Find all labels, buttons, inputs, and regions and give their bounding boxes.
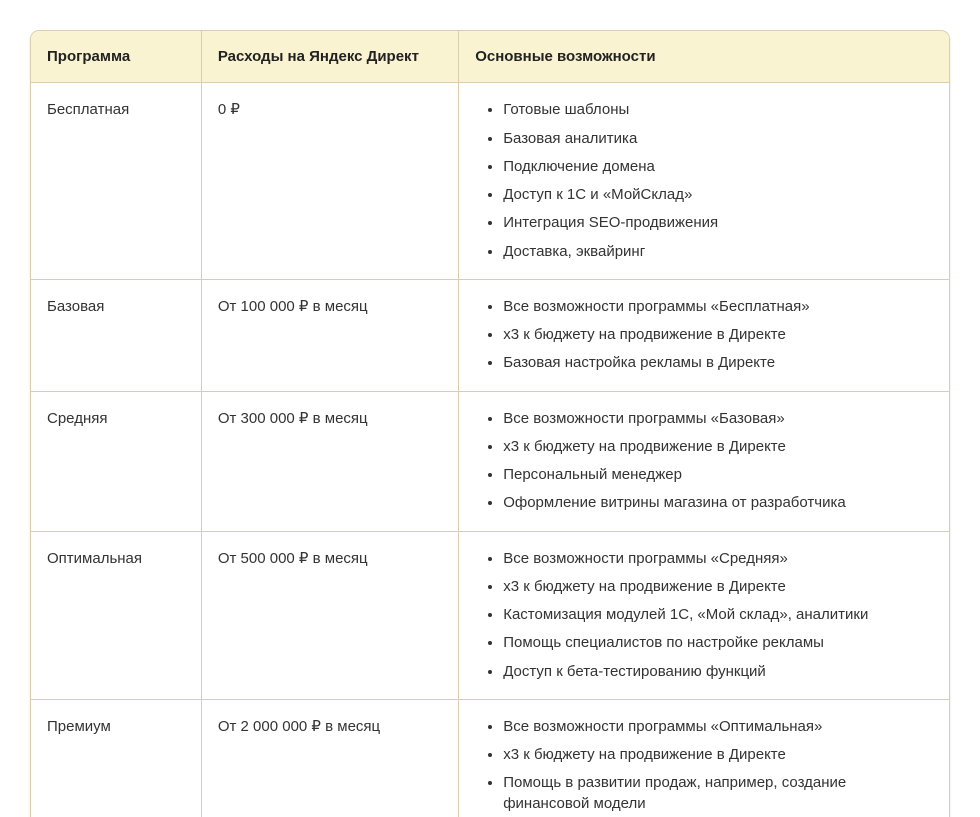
feature-item: Доставка, эквайринг bbox=[503, 242, 923, 262]
feature-item: х3 к бюджету на продвижение в Директе bbox=[503, 745, 923, 765]
header-cost: Расходы на Яндекс Директ bbox=[200, 31, 459, 84]
feature-item: Базовая аналитика bbox=[503, 129, 923, 149]
feature-item: Подключение домена bbox=[503, 157, 923, 177]
table-header: Программа Расходы на Яндекс Директ Основ… bbox=[31, 31, 949, 84]
header-features: Основные возможности bbox=[458, 31, 949, 84]
feature-item: Доступ к 1С и «МойСклад» bbox=[503, 185, 923, 205]
feature-item: х3 к бюджету на продвижение в Директе bbox=[503, 325, 923, 345]
program-cell: Оптимальная bbox=[31, 530, 201, 699]
cost-cell: От 100 000 ₽ в месяц bbox=[200, 278, 459, 391]
features-cell: Все возможности программы «Бесплатная» х3… bbox=[458, 278, 949, 391]
features-list: Все возможности программы «Средняя» х3 к … bbox=[475, 549, 933, 682]
feature-item: Персональный менеджер bbox=[503, 465, 923, 485]
cost-cell: От 2 000 000 ₽ в месяц bbox=[200, 698, 459, 817]
program-cell: Средняя bbox=[31, 390, 201, 531]
feature-item: Базовая настройка рекламы в Директе bbox=[503, 353, 923, 373]
features-list: Все возможности программы «Базовая» х3 к … bbox=[475, 409, 933, 514]
cost-cell: От 300 000 ₽ в месяц bbox=[200, 390, 459, 531]
program-cell: Базовая bbox=[31, 278, 201, 391]
feature-item: Кастомизация модулей 1С, «Мой склад», ан… bbox=[503, 605, 923, 625]
feature-item: Готовые шаблоны bbox=[503, 100, 923, 120]
features-list: Все возможности программы «Бесплатная» х3… bbox=[475, 297, 933, 374]
features-cell: Все возможности программы «Базовая» х3 к … bbox=[458, 390, 949, 531]
table-row: Премиум От 2 000 000 ₽ в месяц Все возмо… bbox=[31, 698, 949, 817]
feature-item: Помощь в развитии продаж, например, созд… bbox=[503, 773, 923, 814]
program-cell: Бесплатная bbox=[47, 101, 130, 119]
features-cell: Готовые шаблоны Базовая аналитика Подключе… bbox=[458, 83, 949, 279]
feature-item: Доступ к бета-тестированию функций bbox=[503, 662, 923, 682]
cost-cell: 0 ₽ bbox=[200, 83, 458, 279]
features-list: Готовые шаблоны Базовая аналитика Подключе… bbox=[475, 100, 933, 262]
cost-cell: От 500 000 ₽ в месяц bbox=[200, 530, 459, 699]
feature-item: х3 к бюджету на продвижение в Директе bbox=[503, 437, 923, 457]
feature-item: Все возможности программы «Бесплатная» bbox=[503, 297, 923, 317]
feature-item: Все возможности программы «Базовая» bbox=[503, 409, 923, 429]
features-cell: Все возможности программы «Средняя» х3 к … bbox=[458, 530, 949, 699]
table-row: Средняя От 300 000 ₽ в месяц Все возможн… bbox=[31, 390, 949, 531]
feature-item: Все возможности программы «Оптимальная» bbox=[503, 717, 923, 737]
features-list: Все возможности программы «Оптимальная» х… bbox=[475, 717, 933, 814]
feature-item: Оформление витрины магазина от разработч… bbox=[503, 493, 923, 513]
feature-item: Помощь специалистов по настройке рекламы bbox=[503, 633, 923, 653]
pricing-table: Программа Расходы на Яндекс Директ Основ… bbox=[30, 30, 950, 817]
features-cell: Все возможности программы «Оптимальная» х… bbox=[458, 698, 949, 817]
table-row: Базовая От 100 000 ₽ в месяц Все возможн… bbox=[31, 278, 949, 391]
feature-item: Интеграция SEO-продвижения bbox=[503, 213, 923, 233]
program-cell: Премиум bbox=[31, 698, 201, 817]
header-program: Программа bbox=[31, 31, 201, 84]
feature-item: х3 к бюджету на продвижение в Директе bbox=[503, 577, 923, 597]
table-row: Бесплатная 0 ₽ Готовые шаблоны Базовая ан… bbox=[31, 83, 949, 279]
header-row: Программа Расходы на Яндекс Директ Основ… bbox=[31, 31, 949, 84]
feature-item: Все возможности программы «Средняя» bbox=[503, 549, 923, 569]
table-body: Бесплатная 0 ₽ Готовые шаблоны Базовая ан… bbox=[31, 83, 949, 817]
table-row: Оптимальная От 500 000 ₽ в месяц Все воз… bbox=[31, 530, 949, 699]
